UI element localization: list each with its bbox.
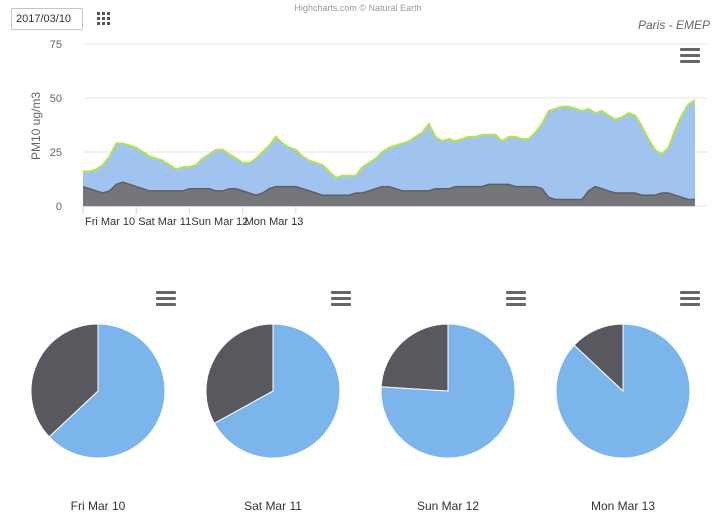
pie-2-slice-1[interactable] bbox=[213, 323, 341, 459]
pie-1-menu-icon[interactable] bbox=[156, 291, 176, 309]
y-axis-title: PM10 ug/m3 bbox=[29, 92, 43, 160]
x-tick-label: Sun Mar 12 bbox=[191, 216, 248, 228]
pie-2-label: Sat Mar 11 bbox=[244, 499, 302, 513]
y-tick-label: 75 bbox=[50, 39, 62, 51]
pie-4-menu-icon[interactable] bbox=[680, 291, 700, 309]
pie-4-slice-2[interactable] bbox=[573, 323, 624, 393]
pie-1-slice-1[interactable] bbox=[48, 323, 166, 459]
grid-icon[interactable] bbox=[97, 12, 111, 26]
component-line bbox=[82, 181, 695, 201]
date-input[interactable] bbox=[11, 8, 83, 30]
x-tick-label: Fri Mar 10 bbox=[85, 216, 135, 228]
y-tick-label: 50 bbox=[50, 93, 62, 105]
total-area bbox=[83, 100, 695, 206]
pie-3-slice-2[interactable] bbox=[380, 323, 449, 392]
x-tick-label: Mon Mar 13 bbox=[245, 216, 304, 228]
area-chart: PM10 ug/m3 0 25 50 75 Fri Mar 10 Sat Mar 11 S… bbox=[29, 39, 709, 228]
pie-3-menu-icon[interactable] bbox=[506, 291, 526, 309]
y-tick-label: 0 bbox=[56, 201, 62, 213]
pie-4-label: Mon Mar 13 bbox=[590, 499, 656, 513]
x-tick-label: Sat Mar 11 bbox=[138, 216, 191, 228]
pie-2-menu-icon[interactable] bbox=[331, 291, 351, 309]
chart-subtitle: Paris - EMEP bbox=[637, 18, 710, 32]
total-line bbox=[83, 99, 696, 180]
area-chart-menu-icon[interactable] bbox=[680, 48, 700, 66]
pie-3-label: Sun Mar 12 bbox=[416, 499, 480, 513]
pie-3-slice-1[interactable] bbox=[380, 323, 516, 459]
chart-credits[interactable]: Highcharts.com © Natural Earth bbox=[294, 3, 422, 13]
pie-1-label: Fri Mar 10 bbox=[70, 499, 126, 513]
pie-1-slice-2[interactable] bbox=[30, 323, 99, 438]
component-area bbox=[83, 182, 695, 206]
x-tick-label: ... bbox=[291, 216, 300, 228]
y-tick-label: 25 bbox=[50, 147, 62, 159]
pie-2-slice-2[interactable] bbox=[205, 323, 274, 424]
